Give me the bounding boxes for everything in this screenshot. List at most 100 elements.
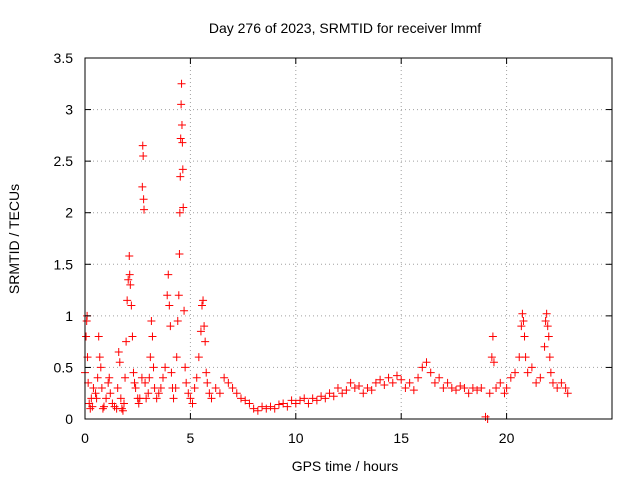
x-tick-label: 10 <box>288 430 304 446</box>
data-point <box>468 384 477 393</box>
x-tick-label: 5 <box>187 430 195 446</box>
data-point <box>291 399 300 408</box>
data-point <box>473 386 482 395</box>
data-point <box>175 249 184 258</box>
data-point <box>98 404 107 413</box>
data-point <box>527 363 536 372</box>
data-point <box>405 378 414 387</box>
data-point <box>161 363 170 372</box>
data-point <box>180 306 189 315</box>
data-point <box>96 363 105 372</box>
y-tick-label: 2.5 <box>54 153 74 169</box>
data-point <box>176 172 185 181</box>
data-point <box>190 384 199 393</box>
data-point <box>175 208 184 217</box>
data-point <box>86 404 95 413</box>
x-axis-label: GPS time / hours <box>292 458 399 474</box>
data-point <box>321 394 330 403</box>
data-point <box>123 296 132 305</box>
data-point <box>488 332 497 341</box>
data-point <box>481 412 490 421</box>
data-point <box>105 373 114 382</box>
data-point <box>388 378 397 387</box>
data-point <box>128 332 137 341</box>
data-point <box>196 327 205 336</box>
data-point <box>130 378 139 387</box>
data-point <box>376 375 385 384</box>
data-point <box>124 275 133 284</box>
data-point <box>308 394 317 403</box>
data-point <box>418 363 427 372</box>
data-point <box>184 389 193 398</box>
data-point <box>563 389 572 398</box>
data-point <box>220 373 229 382</box>
data-point <box>163 291 172 300</box>
data-point <box>179 203 188 212</box>
data-point <box>355 381 364 390</box>
data-point <box>171 384 180 393</box>
data-point <box>146 353 155 362</box>
x-tick-label: 0 <box>81 430 89 446</box>
data-point <box>166 322 175 331</box>
data-point <box>543 322 552 331</box>
data-point <box>397 375 406 384</box>
data-point <box>169 394 178 403</box>
data-point <box>443 378 452 387</box>
data-point <box>489 358 498 367</box>
data-point <box>207 394 216 403</box>
y-tick-label: 2 <box>65 205 73 221</box>
data-point <box>182 378 191 387</box>
data-point <box>228 384 237 393</box>
data-point <box>545 353 554 362</box>
data-point <box>197 301 206 310</box>
data-point <box>138 182 147 191</box>
data-point <box>371 378 380 387</box>
data-point <box>540 342 549 351</box>
data-point <box>561 384 570 393</box>
data-point <box>205 389 214 398</box>
data-point <box>173 317 182 326</box>
chart-title: Day 276 of 2023, SRMTID for receiver lmm… <box>209 20 481 36</box>
x-tick-label: 15 <box>393 430 409 446</box>
data-point <box>544 332 553 341</box>
data-point <box>106 389 115 398</box>
axis-ticks: 0 5 10 15 20 0 0.5 1 1.5 2 2.5 3 3.5 <box>54 50 612 446</box>
data-point <box>249 404 258 413</box>
data-point <box>224 378 233 387</box>
data-point <box>500 389 509 398</box>
data-point <box>236 394 245 403</box>
data-point <box>141 378 150 387</box>
data-point <box>262 404 271 413</box>
data-point <box>548 378 557 387</box>
data-point <box>536 373 545 382</box>
data-point <box>435 373 444 382</box>
y-tick-label: 1.5 <box>54 256 74 272</box>
data-point <box>177 79 186 88</box>
data-point <box>113 384 122 393</box>
data-point <box>296 396 305 405</box>
x-tick-label: 20 <box>499 430 515 446</box>
data-point <box>131 384 140 393</box>
data-point <box>274 400 283 409</box>
data-point <box>359 389 368 398</box>
data-point <box>422 358 431 367</box>
data-point <box>127 301 136 310</box>
plot-border <box>84 57 613 420</box>
data-point <box>165 301 174 310</box>
data-point <box>518 309 527 318</box>
data-point <box>164 270 173 279</box>
grid <box>85 58 612 419</box>
data-point <box>134 399 143 408</box>
data-point <box>557 378 566 387</box>
data-point <box>342 386 351 395</box>
data-point <box>329 392 338 401</box>
data-point <box>138 141 147 150</box>
data-point <box>245 399 254 408</box>
data-point <box>502 384 511 393</box>
data-point <box>380 380 389 389</box>
data-point <box>367 386 376 395</box>
data-point <box>523 368 532 377</box>
data-point <box>92 394 101 403</box>
data-point <box>485 389 494 398</box>
